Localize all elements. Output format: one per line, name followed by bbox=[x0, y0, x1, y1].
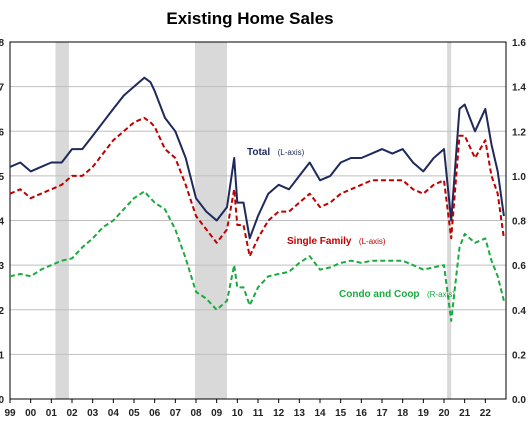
annotation-single-family-label: Single Family bbox=[287, 236, 352, 247]
x-tick-label: 04 bbox=[108, 408, 120, 419]
right-tick-label: 0.6 bbox=[512, 261, 526, 272]
x-tick-label: 02 bbox=[66, 408, 78, 419]
x-tick-label: 07 bbox=[170, 408, 182, 419]
left-axis-ticks: 0 1 2 3 4 5 6 7 8 bbox=[0, 38, 4, 406]
left-tick-label: 4 bbox=[0, 217, 4, 228]
left-tick-label: 0 bbox=[0, 395, 4, 406]
x-tick-label: 01 bbox=[46, 408, 58, 419]
annotation-single-family-axis: (L-axis) bbox=[359, 237, 386, 246]
x-tick-label: 12 bbox=[273, 408, 285, 419]
left-tick-label: 7 bbox=[0, 83, 4, 94]
left-tick-label: 1 bbox=[0, 350, 4, 361]
x-tick-label: 99 bbox=[4, 408, 16, 419]
left-tick-label: 2 bbox=[0, 306, 4, 317]
x-tick-label: 19 bbox=[418, 408, 430, 419]
x-tick-label: 03 bbox=[87, 408, 99, 419]
x-tick-label: 11 bbox=[253, 408, 264, 419]
right-tick-label: 1.2 bbox=[512, 127, 526, 138]
x-tick-label: 18 bbox=[397, 408, 409, 419]
annotation-condo-coop: Condo and Coop (R-axis) bbox=[339, 284, 455, 301]
left-tick-label: 8 bbox=[0, 38, 4, 49]
x-tick-label: 05 bbox=[128, 408, 140, 419]
right-tick-label: 1.0 bbox=[512, 172, 526, 183]
x-tick-label: 16 bbox=[356, 408, 368, 419]
left-tick-label: 6 bbox=[0, 127, 4, 138]
x-tick-label: 00 bbox=[25, 408, 37, 419]
x-tick-label: 20 bbox=[438, 408, 450, 419]
annotation-total: Total (L-axis) bbox=[247, 142, 305, 159]
x-tick-label: 10 bbox=[232, 408, 244, 419]
annotation-total-label: Total bbox=[247, 147, 270, 158]
gridlines bbox=[10, 86, 506, 355]
x-tick-label: 06 bbox=[149, 408, 161, 419]
annotation-condo-coop-label: Condo and Coop bbox=[339, 289, 420, 300]
x-tick-label: 09 bbox=[211, 408, 223, 419]
x-tick-label: 14 bbox=[314, 408, 326, 419]
series-lines bbox=[9, 76, 505, 322]
x-tick-label: 15 bbox=[335, 408, 347, 419]
right-tick-label: 0.4 bbox=[512, 306, 526, 317]
annotation-total-axis: (L-axis) bbox=[278, 148, 305, 157]
annotation-condo-coop-axis: (R-axis) bbox=[427, 290, 455, 299]
right-tick-label: 1.4 bbox=[512, 83, 526, 94]
x-axis-ticks: 99 00 01 02 03 04 05 06 07 08 09 10 11 12 13 14 15 16 17 18… bbox=[4, 399, 491, 419]
x-tick-label: 08 bbox=[190, 408, 202, 419]
x-tick-label: 17 bbox=[376, 408, 388, 419]
x-tick-label: 22 bbox=[480, 408, 492, 419]
chart-title: Existing Home Sales bbox=[166, 9, 333, 28]
series-line-total bbox=[9, 76, 505, 240]
series-line-condo-and-coop bbox=[9, 190, 505, 322]
annotation-single-family: Single Family (L-axis) bbox=[287, 231, 386, 248]
left-tick-label: 3 bbox=[0, 261, 4, 272]
left-tick-label: 5 bbox=[0, 172, 4, 183]
right-axis-ticks: 0.0 0.2 0.4 0.6 0.8 1.0 1.2 1.4 1.6 bbox=[512, 38, 526, 406]
x-tick-label: 21 bbox=[459, 408, 471, 419]
x-tick-label: 13 bbox=[294, 408, 306, 419]
right-tick-label: 0.8 bbox=[512, 217, 526, 228]
right-tick-label: 0.2 bbox=[512, 350, 526, 361]
series-line-single-family bbox=[9, 116, 505, 258]
right-tick-label: 0.0 bbox=[512, 395, 526, 406]
right-tick-label: 1.6 bbox=[512, 38, 526, 49]
